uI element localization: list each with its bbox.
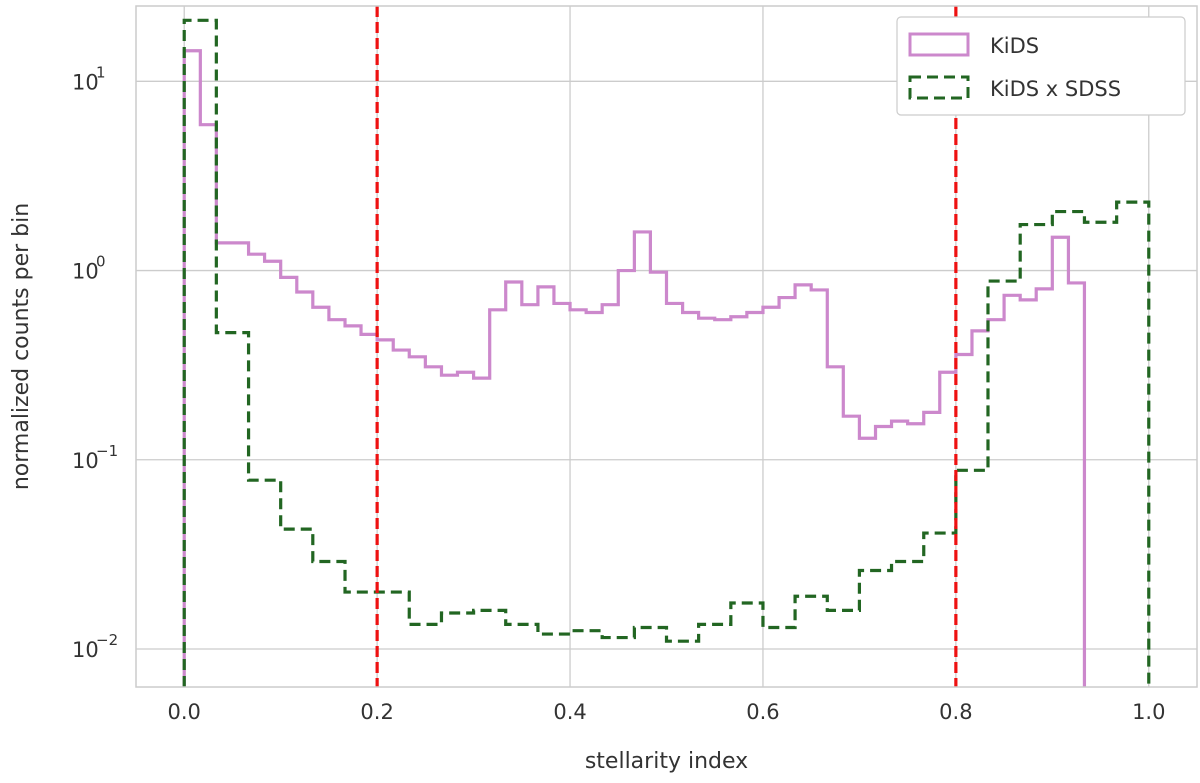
y-tick-base: 10: [72, 638, 99, 662]
reference-lines-layer: [375, 6, 958, 687]
y-tick-exponent: 0: [96, 253, 106, 271]
y-tick-label: 101: [72, 63, 106, 94]
y-tick-exponent: −1: [96, 442, 118, 460]
y-tick-base: 10: [72, 260, 99, 284]
x-tick-label: 1.0: [1132, 700, 1165, 724]
y-tick-label: 10−1: [72, 442, 118, 473]
x-tick-label: 0.0: [168, 700, 201, 724]
y-tick-base: 10: [72, 449, 99, 473]
y-tick-base: 10: [72, 70, 99, 94]
x-tick-label: 0.2: [360, 700, 393, 724]
y-axis-label: normalized counts per bin: [9, 203, 34, 490]
series-layer: [182, 18, 1151, 687]
y-tick-label: 10−2: [72, 631, 118, 662]
y-tick-exponent: 1: [96, 63, 106, 81]
legend-label-kids: KiDS: [990, 34, 1039, 58]
legend-swatch-kids-x-sdss: [908, 75, 970, 100]
plot-frame: [135, 5, 1198, 688]
x-tick-labels: 0.0 0.2 0.4 0.6 0.8 1.0: [168, 700, 1166, 724]
x-tick-label: 0.8: [939, 700, 972, 724]
y-tick-exponent: −2: [96, 631, 118, 649]
x-axis-label: stellarity index: [585, 749, 748, 774]
legend: KiDS KiDS x SDSS: [896, 16, 1186, 116]
x-tick-label: 0.6: [746, 700, 779, 724]
legend-label-kids-x-sdss: KiDS x SDSS: [990, 77, 1121, 101]
x-tick-label: 0.4: [553, 700, 586, 724]
y-tick-label: 100: [72, 253, 106, 284]
series-kids-step: [182, 49, 1087, 687]
legend-swatch-kids: [908, 32, 970, 57]
series-kids-x-sdss-step: [182, 18, 1151, 687]
